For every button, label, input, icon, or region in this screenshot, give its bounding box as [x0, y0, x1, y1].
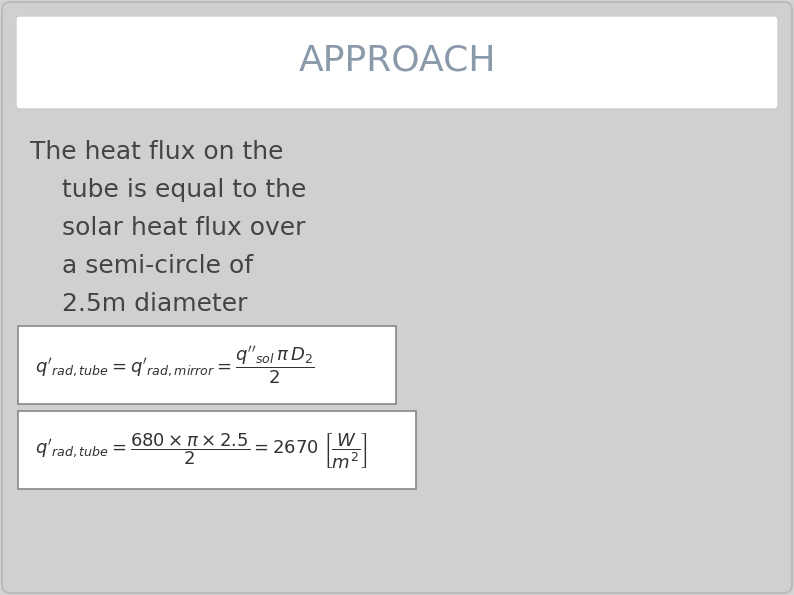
Text: tube is equal to the: tube is equal to the: [30, 178, 306, 202]
Text: solar heat flux over: solar heat flux over: [30, 216, 306, 240]
FancyBboxPatch shape: [16, 16, 778, 109]
Text: a semi-circle of: a semi-circle of: [30, 254, 253, 278]
Text: The heat flux on the: The heat flux on the: [30, 140, 283, 164]
Text: $q'_{rad,tube} = q'_{rad,mirror} = \dfrac{q''_{sol}\, \pi\, D_2}{2}$: $q'_{rad,tube} = q'_{rad,mirror} = \dfra…: [35, 344, 314, 386]
FancyBboxPatch shape: [18, 326, 396, 404]
FancyBboxPatch shape: [18, 411, 416, 489]
Text: $q'_{rad,tube} = \dfrac{680 \times \pi \times 2.5}{2} = 2670\; \left[\dfrac{W}{m: $q'_{rad,tube} = \dfrac{680 \times \pi \…: [35, 431, 368, 469]
Text: APPROACH: APPROACH: [299, 43, 495, 77]
Text: 2.5m diameter: 2.5m diameter: [30, 292, 248, 316]
